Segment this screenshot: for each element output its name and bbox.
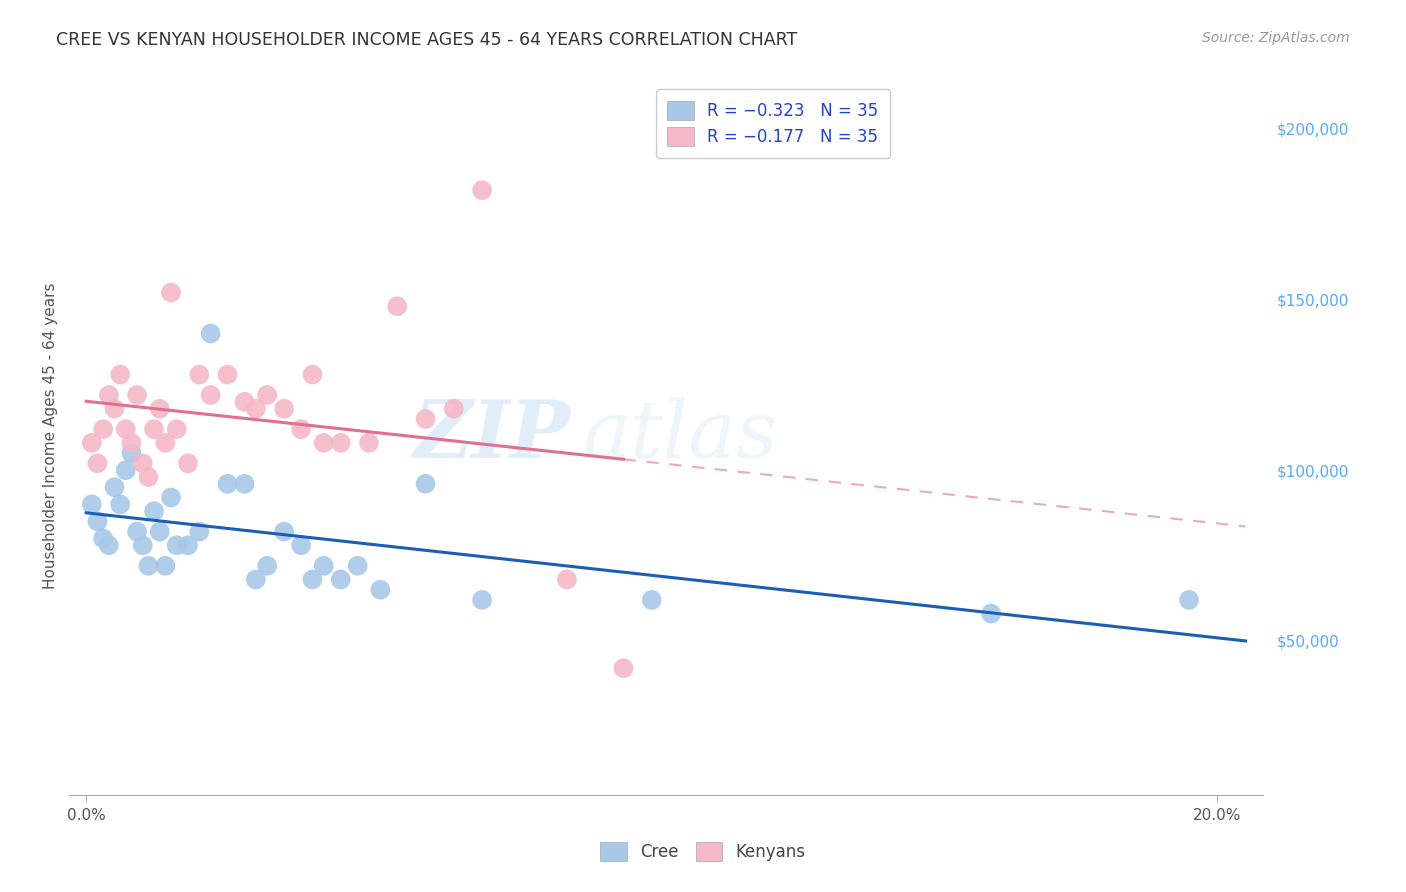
Point [217, 368, 239, 382]
Point [97, 388, 120, 402]
Point [980, 607, 1002, 621]
Point [273, 524, 295, 539]
Point [138, 558, 160, 573]
Point [387, 299, 409, 313]
Point [368, 582, 391, 597]
Point [357, 435, 380, 450]
Point [155, 558, 177, 573]
Point [160, 491, 183, 505]
Point [641, 593, 664, 607]
Point [217, 476, 239, 491]
Point [120, 435, 142, 450]
Point [143, 504, 166, 518]
Point [312, 435, 335, 450]
Point [177, 456, 200, 470]
Point [443, 401, 465, 416]
Legend: R = −0.323   N = 35, R = −0.177   N = 35: R = −0.323 N = 35, R = −0.177 N = 35 [655, 89, 890, 158]
Point [471, 183, 494, 197]
Point [301, 573, 323, 587]
Point [256, 388, 278, 402]
Point [290, 538, 312, 552]
Point [329, 573, 352, 587]
Point [149, 401, 172, 416]
Point [97, 538, 120, 552]
Point [138, 470, 160, 484]
Point [290, 422, 312, 436]
Point [143, 422, 166, 436]
Point [149, 524, 172, 539]
Point [120, 446, 142, 460]
Point [233, 476, 256, 491]
Point [329, 435, 352, 450]
Point [86, 515, 108, 529]
Point [103, 401, 125, 416]
Point [612, 661, 634, 675]
Point [200, 388, 222, 402]
Text: atlas: atlas [582, 397, 778, 475]
Point [245, 401, 267, 416]
Point [127, 388, 149, 402]
Point [346, 558, 368, 573]
Point [80, 435, 103, 450]
Point [177, 538, 200, 552]
Legend: Cree, Kenyans: Cree, Kenyans [593, 835, 813, 868]
Y-axis label: Householder Income Ages 45 - 64 years: Householder Income Ages 45 - 64 years [44, 283, 58, 590]
Point [166, 538, 188, 552]
Point [471, 593, 494, 607]
Point [108, 497, 131, 511]
Point [160, 285, 183, 300]
Point [301, 368, 323, 382]
Point [415, 412, 437, 426]
Point [114, 463, 136, 477]
Point [166, 422, 188, 436]
Point [91, 532, 114, 546]
Point [1178, 593, 1201, 607]
Point [188, 368, 211, 382]
Point [415, 476, 437, 491]
Point [312, 558, 335, 573]
Point [80, 497, 103, 511]
Text: ZIP: ZIP [413, 397, 571, 475]
Point [200, 326, 222, 341]
Point [114, 422, 136, 436]
Text: CREE VS KENYAN HOUSEHOLDER INCOME AGES 45 - 64 YEARS CORRELATION CHART: CREE VS KENYAN HOUSEHOLDER INCOME AGES 4… [56, 31, 797, 49]
Point [555, 573, 578, 587]
Point [127, 524, 149, 539]
Text: Source: ZipAtlas.com: Source: ZipAtlas.com [1202, 31, 1350, 45]
Point [256, 558, 278, 573]
Point [103, 480, 125, 494]
Point [273, 401, 295, 416]
Point [233, 395, 256, 409]
Point [108, 368, 131, 382]
Point [132, 456, 155, 470]
Point [91, 422, 114, 436]
Point [155, 435, 177, 450]
Point [86, 456, 108, 470]
Point [188, 524, 211, 539]
Point [245, 573, 267, 587]
Point [132, 538, 155, 552]
